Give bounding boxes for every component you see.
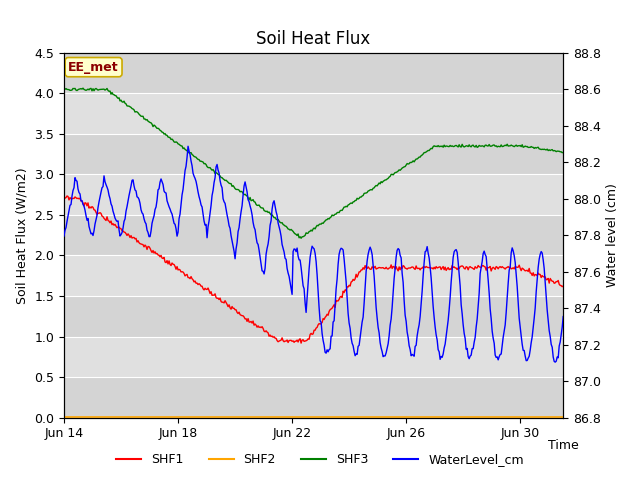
Y-axis label: Soil Heat Flux (W/m2): Soil Heat Flux (W/m2) [16,167,29,303]
Text: EE_met: EE_met [68,60,119,73]
Bar [64,174,563,215]
Bar [64,134,563,174]
Bar [64,377,563,418]
Bar [64,53,563,93]
Bar [64,296,563,336]
Bar [64,255,563,296]
Text: Time: Time [548,439,579,452]
Bar [64,336,563,377]
Bar [64,215,563,255]
Title: Soil Heat Flux: Soil Heat Flux [257,30,371,48]
Y-axis label: Water level (cm): Water level (cm) [607,183,620,287]
Legend: SHF1, SHF2, SHF3, WaterLevel_cm: SHF1, SHF2, SHF3, WaterLevel_cm [111,448,529,471]
Bar [64,93,563,134]
